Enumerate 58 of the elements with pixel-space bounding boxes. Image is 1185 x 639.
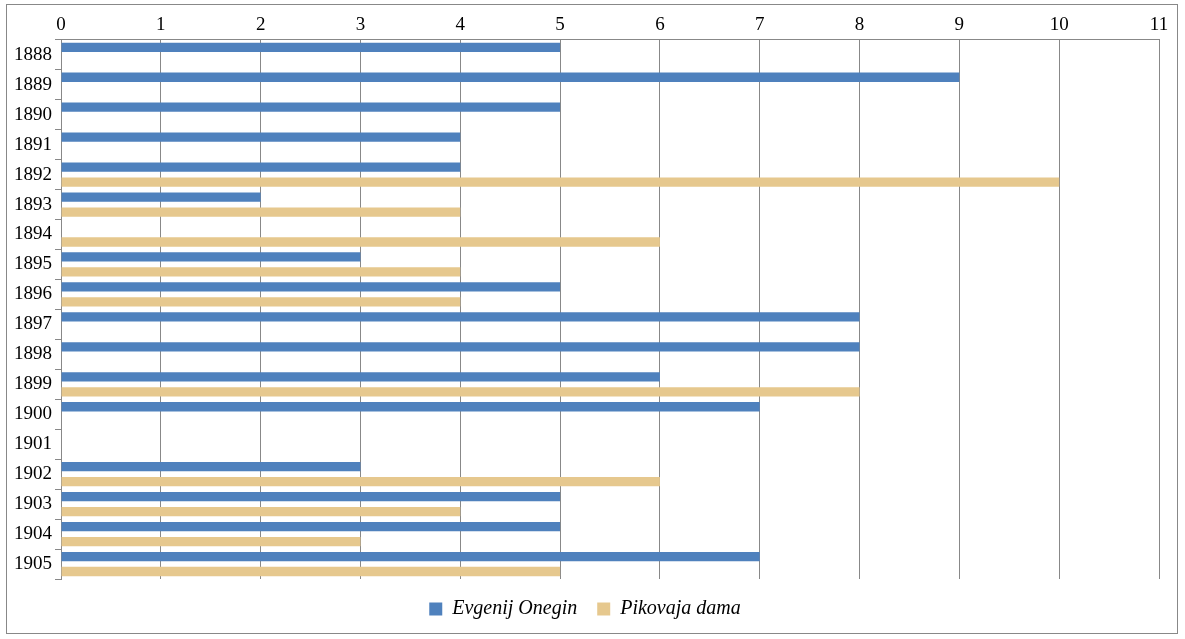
bar <box>61 237 660 247</box>
bar <box>61 342 860 352</box>
bar <box>61 477 660 487</box>
y-tick-label: 1895 <box>14 252 52 274</box>
x-tick-label: 0 <box>56 13 66 35</box>
bar <box>61 506 461 517</box>
bar <box>61 297 461 307</box>
bar <box>61 192 261 202</box>
x-tick-label: 6 <box>655 13 665 35</box>
y-tick-label: 1905 <box>14 552 52 574</box>
y-tick-label: 1899 <box>14 372 52 394</box>
bar <box>61 312 860 322</box>
y-tick-label: 1889 <box>14 72 52 94</box>
bar <box>61 162 461 172</box>
y-tick-label: 1902 <box>14 462 52 484</box>
bar <box>61 42 561 52</box>
bar <box>61 491 561 502</box>
x-tick-label: 10 <box>1049 13 1069 35</box>
x-tick-label: 11 <box>1149 13 1169 35</box>
bar <box>61 177 1060 187</box>
y-tick-label: 1894 <box>14 222 53 244</box>
x-tick-label: 9 <box>954 13 965 35</box>
y-tick-label: 1892 <box>14 162 52 184</box>
y-tick-label: 1903 <box>14 492 52 514</box>
x-tick-label: 1 <box>156 13 166 35</box>
bar <box>61 132 461 142</box>
y-tick-label: 1897 <box>14 312 52 334</box>
y-tick-label: 1898 <box>14 342 52 364</box>
x-tick-label: 8 <box>854 13 865 35</box>
y-tick-label: 1888 <box>14 42 52 64</box>
y-tick-label: 1890 <box>14 102 52 124</box>
bar <box>61 372 660 382</box>
y-tick-label: 1904 <box>14 522 53 544</box>
bar <box>61 207 461 217</box>
x-tick-label: 4 <box>455 13 466 35</box>
bar <box>61 387 860 397</box>
bar <box>61 551 760 562</box>
legend-label: Evgenij Onegin <box>451 596 578 620</box>
legend-label: Pikovaja dama <box>619 596 741 620</box>
y-tick-label: 1891 <box>14 132 52 154</box>
bar <box>61 102 561 112</box>
x-tick-label: 5 <box>555 13 565 35</box>
x-tick-label: 3 <box>355 13 366 35</box>
x-tick-label: 2 <box>255 13 266 35</box>
y-tick-label: 1896 <box>14 282 52 304</box>
bar <box>61 536 361 547</box>
y-tick-label: 1901 <box>14 432 52 454</box>
bar <box>61 267 461 277</box>
bar <box>61 521 561 532</box>
y-tick-label: 1893 <box>14 192 52 214</box>
bar <box>61 282 561 292</box>
x-tick-label: 7 <box>754 13 765 35</box>
bar <box>61 252 361 262</box>
bar <box>61 402 760 412</box>
y-tick-label: 1900 <box>14 402 52 424</box>
bar <box>61 566 561 577</box>
bar <box>61 72 960 82</box>
bar <box>61 462 361 472</box>
